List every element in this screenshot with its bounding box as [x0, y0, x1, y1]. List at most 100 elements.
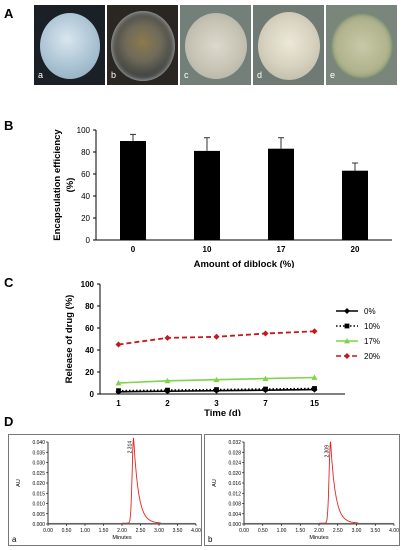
- micrograph-c: c: [180, 5, 251, 85]
- x-tick-label: 4.00: [191, 528, 201, 534]
- x-tick-label: 3.50: [370, 528, 380, 534]
- data-point: [344, 338, 350, 344]
- y-tick-label: 0.032: [228, 440, 241, 446]
- legend-label: 10%: [364, 322, 380, 331]
- chromatogram-b: 0.000 0.004 0.008 0.012 0.016 0.020 0.024 0.028…: [204, 434, 400, 546]
- bead-shape: [111, 11, 175, 81]
- chromatogram-frame: [8, 434, 202, 546]
- data-point: [116, 388, 121, 394]
- y-axis-label: Encapsulation efficiency (%): [52, 129, 76, 241]
- y-tick-label: 0.015: [32, 491, 45, 497]
- data-point: [311, 374, 318, 380]
- x-tick-label: 2.00: [314, 528, 324, 534]
- bar: [268, 148, 294, 240]
- bead-shape: [258, 12, 320, 80]
- data-point: [262, 330, 269, 337]
- drug-release-line-chart: 0 20 40 60 80 100 1 2 3 7 15 Time (d) Release of dru…: [64, 280, 380, 416]
- y-tick-label: 60: [85, 324, 94, 333]
- x-tick-label: 17: [277, 245, 286, 254]
- chromatogram-frame: [204, 434, 400, 546]
- y-tick-label: 0: [86, 236, 91, 245]
- data-point: [115, 341, 122, 348]
- y-tick-label: 0: [90, 390, 95, 399]
- y-tick-label: 80: [85, 302, 94, 311]
- x-tick-label: 0: [131, 245, 136, 254]
- data-point: [115, 380, 122, 386]
- data-point: [262, 375, 269, 381]
- x-tick-label: 7: [263, 399, 268, 408]
- y-axis-label: AU: [16, 479, 22, 487]
- legend-label: 0%: [364, 307, 376, 316]
- y-tick-label: 60: [81, 170, 90, 179]
- y-tick-label: 0.010: [32, 502, 45, 508]
- y-tick-label: 0.040: [32, 440, 45, 446]
- x-tick-label: 20: [351, 245, 360, 254]
- bar: [194, 150, 220, 240]
- data-point: [164, 334, 171, 341]
- bead-shape: [40, 13, 100, 79]
- panel-letter-c: C: [4, 275, 14, 290]
- y-tick-label: 20: [81, 214, 90, 223]
- chromatogram-a: 0.000 0.005 0.010 0.015 0.020 0.025 0.030 0.035…: [8, 434, 202, 546]
- x-tick-label: 2.50: [136, 528, 146, 534]
- y-tick-label: 0.005: [32, 512, 45, 518]
- x-tick-label: 0.50: [258, 528, 268, 534]
- y-tick-label: 20: [85, 368, 94, 377]
- x-tick-label: 2.50: [333, 528, 343, 534]
- y-tick-label: 0.000: [228, 522, 241, 528]
- y-tick-label: 40: [85, 346, 94, 355]
- y-tick-label: 0.008: [228, 502, 241, 508]
- x-tick-label: 0.00: [43, 528, 53, 534]
- y-tick-label: 0.020: [228, 471, 241, 477]
- y-tick-label: 0.028: [228, 450, 241, 456]
- y-tick-label: 0.024: [228, 461, 241, 467]
- y-axis-label: Release of drug (%): [64, 295, 75, 384]
- x-axis-label: Minutes: [309, 535, 329, 541]
- peak-label: 2.314: [128, 441, 134, 454]
- x-axis-label: Time (d): [204, 408, 241, 416]
- y-tick-label: 0.016: [228, 481, 241, 487]
- x-tick-label: 0.00: [239, 528, 249, 534]
- legend-label: 17%: [364, 337, 380, 346]
- bar: [342, 170, 368, 240]
- y-tick-label: 80: [81, 148, 90, 157]
- y-tick-label: 0.035: [32, 450, 45, 456]
- micrograph-label: a: [38, 70, 44, 80]
- micrograph-label: e: [330, 70, 336, 80]
- y-tick-label: 100: [81, 280, 95, 289]
- y-axis-label-line: Encapsulation efficiency: [52, 129, 63, 241]
- y-tick-label: 100: [77, 126, 91, 135]
- x-tick-label: 15: [310, 399, 319, 408]
- x-tick-label: 2.00: [117, 528, 127, 534]
- x-tick-label: 1.00: [80, 528, 90, 534]
- x-tick-label: 3.00: [352, 528, 362, 534]
- panel-letter-d: D: [4, 414, 14, 429]
- y-axis-label-unit: (%): [65, 178, 76, 193]
- x-tick-label: 0.50: [62, 528, 72, 534]
- data-point: [312, 386, 317, 391]
- micrograph-d: d: [253, 5, 324, 85]
- bead-shape: [185, 13, 247, 79]
- bar: [120, 141, 146, 240]
- micrograph-e: e: [326, 5, 397, 85]
- x-tick-label: 1: [116, 399, 121, 408]
- peak-label: 2.309: [325, 445, 331, 458]
- encapsulation-bar-chart: 0 20 40 60 80 100 0 10 17 20 Amount of diblock (%)…: [52, 126, 392, 268]
- y-tick-label: 0.012: [228, 491, 241, 497]
- bead-shape: [331, 13, 393, 79]
- data-point: [344, 353, 350, 359]
- x-tick-label: 10: [203, 245, 212, 254]
- x-tick-label: 3.50: [173, 528, 183, 534]
- data-point: [213, 333, 220, 340]
- legend-label: 20%: [364, 352, 380, 361]
- y-tick-label: 0.030: [32, 461, 45, 467]
- data-point: [263, 386, 268, 392]
- y-axis-label: AU: [212, 479, 218, 487]
- x-axis-label: Amount of diblock (%): [194, 259, 295, 268]
- x-tick-label: 2: [165, 399, 170, 408]
- data-point: [344, 323, 350, 329]
- x-tick-label: 4.00: [389, 528, 399, 534]
- x-tick-label: 1.50: [295, 528, 305, 534]
- y-tick-label: 40: [81, 192, 90, 201]
- panel-sublabel: a: [12, 535, 17, 544]
